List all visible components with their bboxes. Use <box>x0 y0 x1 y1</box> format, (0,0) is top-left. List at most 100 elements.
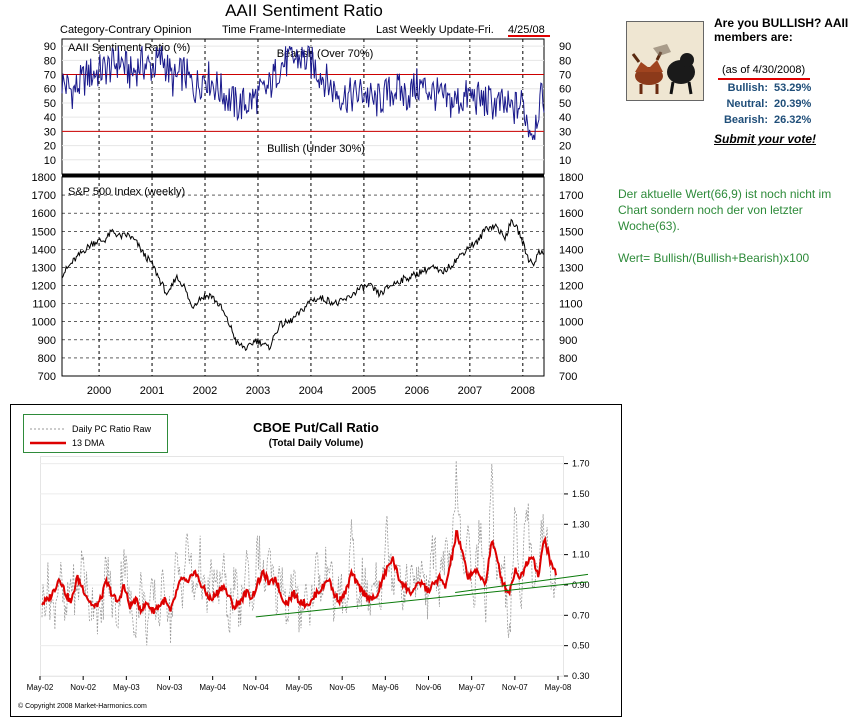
ratio-panel-title: AAII Sentiment Ratio (%) <box>68 42 190 54</box>
sp-ytick-left: 1600 <box>32 208 56 220</box>
putcall-xtick-label: May-08 <box>545 683 572 692</box>
legend-raw-label: Daily PC Ratio Raw <box>72 424 152 434</box>
sp-ytick-left: 900 <box>38 335 56 347</box>
putcall-xtick-label: May-02 <box>27 683 54 692</box>
update-date-underline <box>508 35 550 37</box>
ratio-ytick-right: 90 <box>559 41 571 53</box>
putcall-xtick-label: May-07 <box>458 683 485 692</box>
sp-ytick-left: 800 <box>38 353 56 365</box>
year-tick-label: 2005 <box>352 385 376 397</box>
sp-gridlines <box>62 176 544 377</box>
poll-value-bullish: 53.29% <box>774 82 812 94</box>
sp-ytick-left: 1200 <box>32 281 56 293</box>
sp-ytick-left: 1100 <box>32 299 56 311</box>
sp-ytick-left: 700 <box>38 371 56 383</box>
aaii-subtitle-update: Last Weekly Update-Fri. <box>376 24 494 36</box>
year-tick-label: 2001 <box>140 385 164 397</box>
putcall-copyright: © Copyright 2008 Market-Harmonics.com <box>18 702 147 710</box>
sp-panel-frame <box>61 176 545 377</box>
putcall-ytick-label: 0.30 <box>572 671 590 681</box>
putcall-y-axis: 1.70 1.50 1.30 1.10 0.90 0.70 0.50 0.30 <box>40 459 590 681</box>
sp-ytick-left: 1000 <box>32 317 56 329</box>
putcall-ytick-label: 0.70 <box>572 610 590 620</box>
putcall-xtick-label: Nov-03 <box>157 683 183 692</box>
poll-label-bearish: Bearish: <box>723 114 768 126</box>
panel-divider <box>62 174 544 177</box>
putcall-xtick-label: May-04 <box>199 683 226 692</box>
ratio-ytick-right: 50 <box>559 98 571 110</box>
submit-vote-link[interactable]: Submit your vote! <box>714 132 817 146</box>
aaii-subtitle-timeframe: Time Frame-Intermediate <box>222 24 346 36</box>
ratio-ytick-left: 20 <box>44 141 56 153</box>
sp-y-axis: 700 700 800 800 900 900 1000 1000 1100 1100 1200 12… <box>32 172 584 383</box>
putcall-ytick-label: 0.50 <box>572 641 590 651</box>
poll-label-neutral: Neutral: <box>726 98 768 110</box>
ratio-ytick-right: 10 <box>559 155 571 167</box>
sp-ytick-right: 1200 <box>559 281 583 293</box>
ratio-ytick-left: 40 <box>44 112 56 124</box>
poll-row-bearish: Bearish: 26.32% <box>718 114 818 126</box>
putcall-title: CBOE Put/Call Ratio <box>253 420 379 435</box>
sp-ytick-right: 1100 <box>559 299 583 311</box>
aaii-poll-widget: Are you BULLISH? AAII members are: (as o… <box>622 12 854 152</box>
poll-title: Are you BULLISH? AAII members are: <box>714 16 849 44</box>
german-note: Der aktuelle Wert(66,9) ist noch nicht i… <box>618 186 854 266</box>
ratio-ytick-right: 30 <box>559 126 571 138</box>
putcall-x-axis: May-02 Nov-02 May-03 Nov-03 May-04 Nov-04 May-… <box>27 676 572 692</box>
putcall-ytick-label: 1.30 <box>572 519 590 529</box>
ratio-ytick-left: 30 <box>44 126 56 138</box>
sp-ytick-left: 1800 <box>32 172 56 184</box>
sp-ytick-right: 1700 <box>559 190 583 202</box>
sp-ytick-right: 1800 <box>559 172 583 184</box>
putcall-xtick-label: Nov-06 <box>416 683 442 692</box>
ratio-ytick-left: 70 <box>44 70 56 82</box>
note-formula: Wert= Bullish/(Bullish+Bearish)x100 <box>618 251 810 265</box>
putcall-xtick-label: Nov-07 <box>502 683 528 692</box>
putcall-raw-line <box>41 460 557 646</box>
putcall-legend <box>23 414 168 453</box>
putcall-xtick-label: Nov-02 <box>70 683 96 692</box>
putcall-xtick-label: May-06 <box>372 683 399 692</box>
sp-ytick-left: 1400 <box>32 244 56 256</box>
ratio-ytick-right: 70 <box>559 70 571 82</box>
sp-ytick-right: 900 <box>559 335 577 347</box>
poll-row-bullish: Bullish: 53.29% <box>718 82 818 94</box>
year-tick-label: 2003 <box>246 385 270 397</box>
putcall-trendline-lower <box>255 581 589 618</box>
bullish-threshold-label: Bullish (Under 30%) <box>267 143 365 155</box>
ratio-ytick-left: 80 <box>44 55 56 67</box>
ratio-ytick-right: 80 <box>559 55 571 67</box>
year-tick-label: 2000 <box>87 385 111 397</box>
poll-label-bullish: Bullish: <box>727 82 768 94</box>
poll-value-bearish: 26.32% <box>774 114 812 126</box>
bull-bear-icon <box>626 21 704 101</box>
sentiment-ratio-line <box>61 45 545 141</box>
poll-row-neutral: Neutral: 20.39% <box>718 98 818 110</box>
putcall-ytick-label: 1.50 <box>572 489 590 499</box>
aaii-subtitle-update-date: 4/25/08 <box>508 24 545 36</box>
legend-dma-label: 13 DMA <box>72 438 105 448</box>
year-tick-label: 2007 <box>458 385 482 397</box>
aaii-subtitle-category: Category-Contrary Opinion <box>60 24 191 36</box>
ratio-ytick-right: 40 <box>559 112 571 124</box>
ratio-ytick-left: 10 <box>44 155 56 167</box>
sp-ytick-right: 1600 <box>559 208 583 220</box>
ratio-ytick-left: 50 <box>44 98 56 110</box>
year-tick-label: 2004 <box>299 385 323 397</box>
ratio-ytick-left: 90 <box>44 41 56 53</box>
ratio-ytick-left: 60 <box>44 84 56 96</box>
sp-ytick-left: 1300 <box>32 262 56 274</box>
year-tick-label: 2002 <box>193 385 217 397</box>
putcall-subtitle: (Total Daily Volume) <box>269 438 364 449</box>
putcall-chart: Daily PC Ratio Raw 13 DMA CBOE Put/Call … <box>10 404 622 717</box>
aaii-sp-chart: AAII Sentiment Ratio Category-Contrary O… <box>32 1 584 397</box>
putcall-xtick-label: Nov-05 <box>329 683 355 692</box>
sp-ytick-right: 1300 <box>559 262 583 274</box>
sp-ytick-right: 800 <box>559 353 577 365</box>
sp-ytick-right: 700 <box>559 371 577 383</box>
note-current-value: Der aktuelle Wert(66,9) ist noch nicht i… <box>618 187 832 233</box>
sp-ytick-right: 1000 <box>559 317 583 329</box>
sp-ytick-right: 1500 <box>559 226 583 238</box>
putcall-xtick-label: Nov-04 <box>243 683 269 692</box>
sp-ytick-left: 1700 <box>32 190 56 202</box>
